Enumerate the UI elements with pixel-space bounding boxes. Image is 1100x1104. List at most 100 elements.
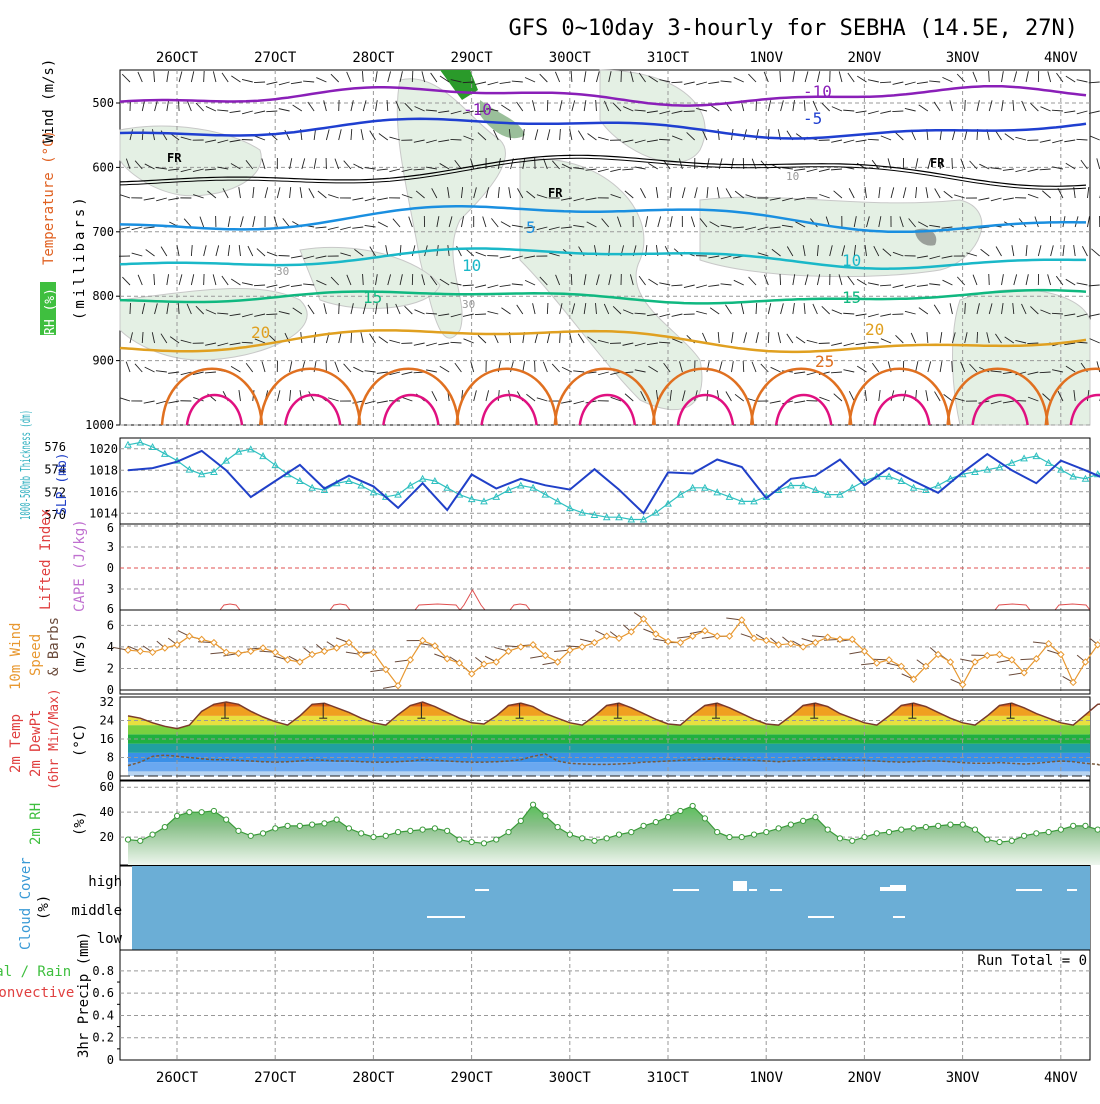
cloud-level-low: low — [97, 931, 123, 947]
label-rh30-a: 30 — [276, 265, 289, 278]
ylabel-rh2m: 2m RH — [28, 803, 44, 845]
label-fr-1: FR — [167, 151, 182, 165]
wind10m-tick-0: 6 — [107, 618, 114, 632]
rh2m-point-71 — [997, 839, 1002, 844]
rh2m-point-50 — [739, 834, 744, 839]
rh2m-point-33 — [530, 802, 535, 807]
rh2m-point-20 — [371, 834, 376, 839]
rh2m-point-34 — [543, 813, 548, 818]
barb-6-0 — [204, 71, 205, 82]
rh2m-point-17 — [334, 817, 339, 822]
barb-0-8 — [130, 303, 131, 314]
precip-tick-1: 0.6 — [92, 986, 114, 1000]
temp-band-1 — [120, 762, 1090, 771]
top-date-1NOV: 1NOV — [749, 50, 783, 66]
pressure-tick-2: 700 — [92, 225, 114, 239]
ylabel-dewpt2m: 2m DewPt — [28, 710, 44, 777]
barb-67-10 — [952, 361, 953, 372]
rh2m-point-70 — [985, 837, 990, 842]
barb-33-10 — [535, 361, 536, 372]
rh2m-point-13 — [285, 823, 290, 828]
temp-band-5 — [120, 725, 1090, 734]
top-date-3NOV: 3NOV — [946, 50, 980, 66]
barb-44-2 — [659, 139, 670, 140]
barb-11-0 — [254, 82, 265, 83]
rh2m-point-43 — [653, 820, 658, 825]
rh2m-point-66 — [936, 823, 941, 828]
rh2m-point-38 — [592, 838, 597, 843]
rh2m-point-68 — [960, 822, 965, 827]
label-20-b: 20 — [865, 320, 884, 339]
ylabel-wind10m-unit: (m/s) — [72, 633, 88, 675]
precip-panel: 0.80.60.40.20 Run Total = 0 Total / Rain… — [0, 932, 1090, 1067]
label-10-a: 10 — [462, 256, 481, 275]
rh2m-point-29 — [481, 841, 486, 846]
rh2m-point-39 — [604, 836, 609, 841]
rh2m-point-60 — [862, 834, 867, 839]
rh2m-point-44 — [666, 815, 671, 820]
barb-52-9 — [768, 332, 769, 343]
ylabel-rh: RH (%) — [43, 288, 58, 335]
cape-frame — [120, 524, 1090, 610]
rh2m-point-36 — [567, 832, 572, 837]
ylabel-speed: Speed — [28, 634, 44, 676]
barb-27-2 — [450, 139, 461, 140]
bottom-date-27OCT: 27OCT — [254, 1070, 297, 1086]
rh2m-point-76 — [1058, 827, 1063, 832]
rh2m-point-78 — [1083, 823, 1088, 828]
rh2m-point-8 — [224, 817, 229, 822]
rh2m-point-49 — [727, 834, 732, 839]
li-tick-1: 3 — [107, 540, 114, 554]
label-rh10: 10 — [786, 170, 799, 183]
barb-79-8 — [1089, 314, 1100, 316]
label-minus10-a: -10 — [463, 100, 492, 119]
rh-area-5 — [953, 290, 1091, 425]
rh2m-point-45 — [678, 808, 683, 813]
slp-tick-1: 1018 — [89, 463, 118, 477]
top-date-29OCT: 29OCT — [451, 50, 494, 66]
ylabel-temp2m: 2m Temp — [8, 714, 24, 773]
rh2m-point-12 — [273, 826, 278, 831]
rh2m-point-0 — [125, 837, 130, 842]
ylabel-temp-unit: (°C) — [72, 723, 88, 757]
label-minus5: -5 — [803, 109, 822, 128]
ylabel-temperature: Temperature (°C) — [41, 130, 57, 265]
rh2m-point-61 — [874, 831, 879, 836]
ylabel-wind10m: 10m Wind — [8, 623, 24, 690]
ylabel-precip-convective: Convective — [0, 985, 74, 1001]
rh-area-4 — [700, 197, 982, 276]
barb-79-9 — [1090, 339, 1100, 343]
rh2m-point-26 — [445, 828, 450, 833]
label-fr-2: FR — [548, 186, 563, 200]
precip-frame — [120, 950, 1090, 1060]
rh2m-point-11 — [260, 831, 265, 836]
cloud-gap-7 — [1016, 889, 1042, 891]
ylabel-slp: SLP (mb) — [55, 452, 70, 515]
barb-79-3 — [1097, 158, 1100, 169]
rh2m-point-69 — [972, 827, 977, 832]
top-date-26OCT: 26OCT — [156, 50, 199, 66]
li-tick-0: 6 — [107, 521, 114, 535]
rh2m-tick-1: 40 — [100, 805, 114, 819]
wind10m-tick-1: 4 — [107, 640, 114, 654]
bottom-date-31OCT: 31OCT — [647, 1070, 690, 1086]
cloud-gap-6 — [890, 885, 906, 891]
ylabel-precip-axis: 3hr Precip (mm) — [76, 932, 92, 1058]
precip-tick-0: 0.8 — [92, 964, 114, 978]
barb-79-1 — [1089, 111, 1100, 113]
bottom-date-28OCT: 28OCT — [352, 1070, 395, 1086]
top-date-4NOV: 4NOV — [1044, 50, 1078, 66]
label-25: 25 — [815, 352, 834, 371]
rh2m-point-5 — [187, 810, 192, 815]
label-minus10-b: -10 — [803, 82, 832, 101]
rh2m-point-65 — [923, 825, 928, 830]
ylabel-rh2m-unit: (%) — [72, 811, 88, 836]
barb-79-10 — [1097, 361, 1100, 372]
barb-63-1 — [892, 111, 903, 112]
bottom-date-1NOV: 1NOV — [749, 1070, 783, 1086]
precip-run-total: Run Total = 0 — [977, 953, 1087, 969]
